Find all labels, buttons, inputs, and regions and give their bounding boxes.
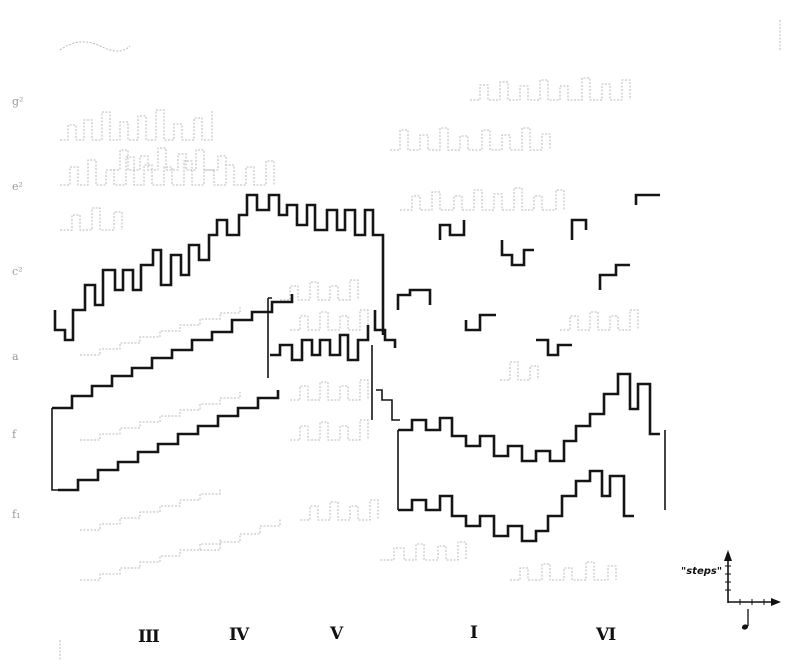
pitch-label-f: f bbox=[12, 428, 17, 441]
pitch-label-f1: f₁ bbox=[12, 508, 20, 521]
pitch-label-e2: e² bbox=[12, 180, 23, 193]
right-staircase-frame bbox=[397, 430, 666, 510]
transition-connector bbox=[371, 345, 400, 421]
section-label-vi: VI bbox=[595, 625, 616, 645]
legend-steps-label: "steps" bbox=[681, 566, 722, 577]
staircase-frame bbox=[51, 297, 272, 491]
right-staircase-lower bbox=[398, 469, 634, 543]
pitch-label-c2: c² bbox=[12, 265, 23, 278]
ascending-staircase-upper bbox=[52, 294, 294, 410]
ascending-staircase-lower bbox=[58, 390, 280, 492]
axis-arrows-icon bbox=[724, 550, 781, 606]
pitch-label-g2: g² bbox=[12, 95, 23, 108]
faint-contours bbox=[59, 20, 781, 660]
quarter-note-icon bbox=[741, 609, 749, 630]
section-label-i: I bbox=[470, 623, 478, 643]
upper-contour-middle bbox=[270, 325, 370, 362]
section-label-v: V bbox=[329, 624, 344, 644]
upper-contour-line bbox=[53, 193, 385, 342]
right-upper-fragments bbox=[373, 193, 660, 357]
pitch-label-a: a bbox=[12, 350, 19, 363]
section-label-iv: IV bbox=[229, 625, 250, 645]
section-label-iii: III bbox=[138, 627, 160, 647]
right-staircase-upper bbox=[398, 372, 660, 463]
